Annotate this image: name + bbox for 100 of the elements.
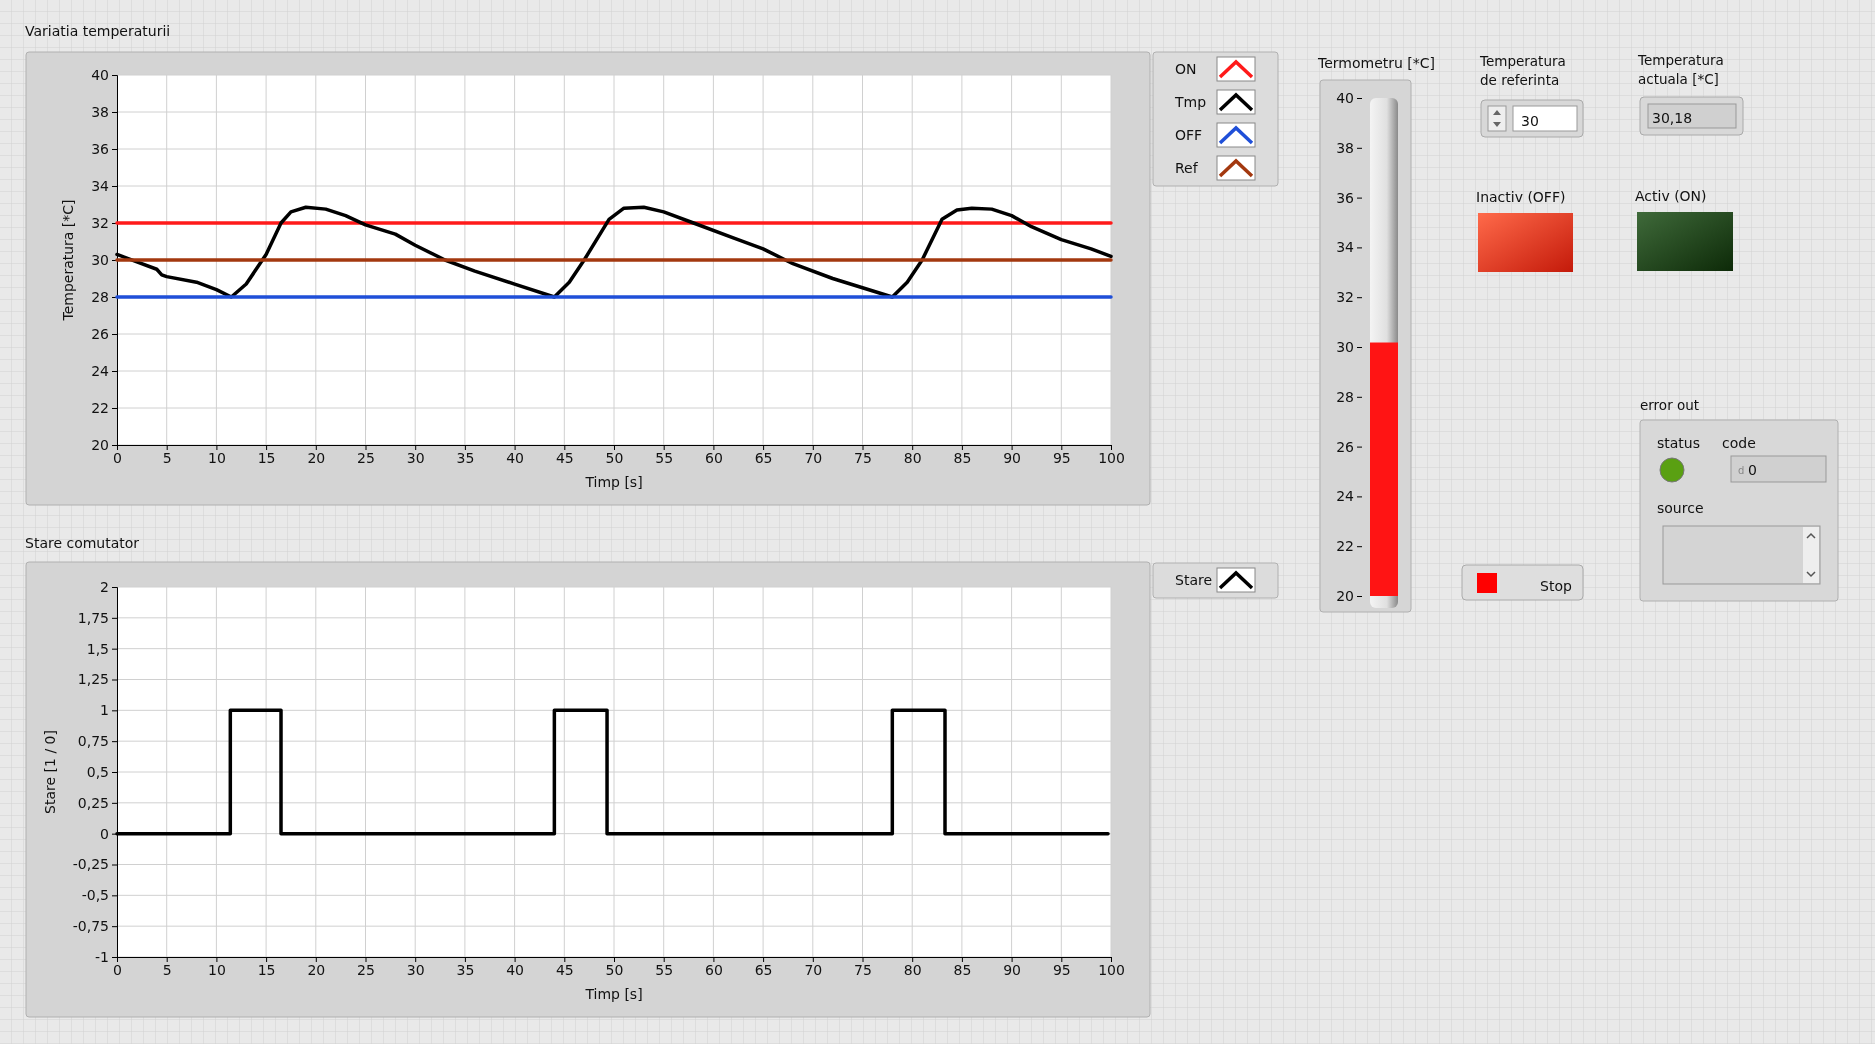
text: 30 xyxy=(1521,113,1539,129)
text: Activ (ON) xyxy=(1635,188,1707,204)
text: error out xyxy=(1640,397,1700,413)
x-tick-label: 65 xyxy=(754,449,773,466)
y-tick-label: 0,5 xyxy=(86,763,109,780)
y-tick-label: 0,25 xyxy=(77,794,109,811)
text: 0 xyxy=(1748,462,1757,478)
x-tick-label: 95 xyxy=(1052,961,1071,978)
x-tick-label: 85 xyxy=(953,449,972,466)
x-tick-label: 20 xyxy=(307,449,326,466)
y-tick-label: 30 xyxy=(1336,338,1354,355)
y-tick-label: 1,5 xyxy=(86,640,109,657)
x-tick-label: 0 xyxy=(113,449,122,466)
y-tick-label: 0 xyxy=(100,825,109,842)
x-tick-label: 15 xyxy=(257,961,276,978)
y-tick-label: 28 xyxy=(91,288,109,305)
y-tick-label: 28 xyxy=(1336,388,1354,405)
legend-label: Tmp xyxy=(1174,94,1207,110)
y-tick-label: 34 xyxy=(1336,239,1355,256)
y-tick-label: 24 xyxy=(1336,488,1355,505)
y-tick-label: 36 xyxy=(1336,189,1355,206)
x-tick-label: 5 xyxy=(162,449,172,466)
x-tick-label: 75 xyxy=(854,961,872,978)
x-tick-label: 40 xyxy=(506,449,525,466)
x-tick-label: 25 xyxy=(357,961,375,978)
legend-label: Stare xyxy=(1175,572,1213,588)
x-tick-label: 90 xyxy=(1003,961,1022,978)
x-tick-label: 45 xyxy=(555,449,574,466)
x-tick-label: 85 xyxy=(953,961,972,978)
x-tick-label: 80 xyxy=(903,449,922,466)
y-tick-label: 34 xyxy=(91,177,110,194)
x-tick-label: 60 xyxy=(704,449,723,466)
x-tick-label: 0 xyxy=(113,961,122,978)
y-tick-label: 20 xyxy=(1336,587,1354,604)
legend-label: OFF xyxy=(1175,127,1203,143)
y-axis-title: Stare [1 / 0] xyxy=(42,730,58,814)
x-tick-label: 5 xyxy=(162,961,172,978)
y-tick-label: 0,75 xyxy=(77,733,109,750)
y-tick-label: 32 xyxy=(1336,289,1354,306)
y-tick-label: -1 xyxy=(95,948,109,965)
x-tick-label: 15 xyxy=(257,449,276,466)
text: Temperatura de referinta xyxy=(1479,53,1566,88)
text: d xyxy=(1738,465,1745,476)
text: source xyxy=(1657,500,1704,516)
y-tick-label: 20 xyxy=(91,436,109,453)
x-tick-label: 90 xyxy=(1003,449,1022,466)
y-tick-label: -0,5 xyxy=(81,887,109,904)
x-tick-label: 50 xyxy=(605,449,624,466)
x-tick-label: 55 xyxy=(655,961,674,978)
y-tick-label: 2 xyxy=(100,578,109,595)
x-tick-label: 30 xyxy=(406,961,425,978)
y-tick-label: 1 xyxy=(100,702,109,719)
x-tick-label: 50 xyxy=(605,961,624,978)
y-tick-label: 32 xyxy=(91,214,109,231)
text: Stop xyxy=(1540,578,1572,594)
x-axis-title: Timp [s] xyxy=(584,986,643,1002)
legend-label: ON xyxy=(1175,61,1197,77)
x-tick-label: 100 xyxy=(1098,449,1125,466)
y-tick-label: 26 xyxy=(1336,438,1355,455)
y-tick-label: -0,25 xyxy=(72,856,109,873)
chart-title: Variatia temperaturii xyxy=(25,23,171,39)
x-tick-label: 40 xyxy=(506,961,525,978)
x-tick-label: 55 xyxy=(655,449,674,466)
y-tick-label: 22 xyxy=(1336,538,1354,555)
text: code xyxy=(1722,435,1756,451)
x-tick-label: 70 xyxy=(804,961,823,978)
x-tick-label: 80 xyxy=(903,961,922,978)
x-tick-label: 70 xyxy=(804,449,823,466)
y-tick-label: 36 xyxy=(91,140,110,157)
y-tick-label: 1,25 xyxy=(77,671,109,688)
x-tick-label: 35 xyxy=(456,449,475,466)
text: Temperatura actuala [*C] xyxy=(1637,52,1724,87)
x-tick-label: 75 xyxy=(854,449,872,466)
x-tick-label: 45 xyxy=(555,961,574,978)
y-tick-label: 26 xyxy=(91,325,110,342)
y-tick-label: -0,75 xyxy=(72,918,109,935)
y-tick-label: 38 xyxy=(91,103,109,120)
x-tick-label: 30 xyxy=(406,449,425,466)
text: Inactiv (OFF) xyxy=(1476,189,1566,205)
text: status xyxy=(1657,435,1701,451)
y-tick-label: 40 xyxy=(91,66,109,83)
x-tick-label: 100 xyxy=(1098,961,1125,978)
x-tick-label: 95 xyxy=(1052,449,1071,466)
y-axis-title: Temperatura [*C] xyxy=(60,199,76,322)
y-tick-label: 40 xyxy=(1336,89,1354,106)
y-tick-label: 30 xyxy=(91,251,109,268)
y-tick-label: 22 xyxy=(91,399,109,416)
text: 30,18 xyxy=(1652,110,1693,126)
legend-label: Ref xyxy=(1175,160,1199,176)
chart-title: Termometru [*C] xyxy=(1317,55,1436,71)
x-tick-label: 20 xyxy=(307,961,326,978)
y-tick-label: 38 xyxy=(1336,139,1354,156)
x-axis-title: Timp [s] xyxy=(584,474,643,490)
x-tick-label: 35 xyxy=(456,961,475,978)
x-tick-label: 60 xyxy=(704,961,723,978)
x-tick-label: 65 xyxy=(754,961,773,978)
x-tick-label: 10 xyxy=(207,449,226,466)
chart-title: Stare comutator xyxy=(25,535,140,551)
x-tick-label: 25 xyxy=(357,449,375,466)
y-tick-label: 24 xyxy=(91,362,110,379)
